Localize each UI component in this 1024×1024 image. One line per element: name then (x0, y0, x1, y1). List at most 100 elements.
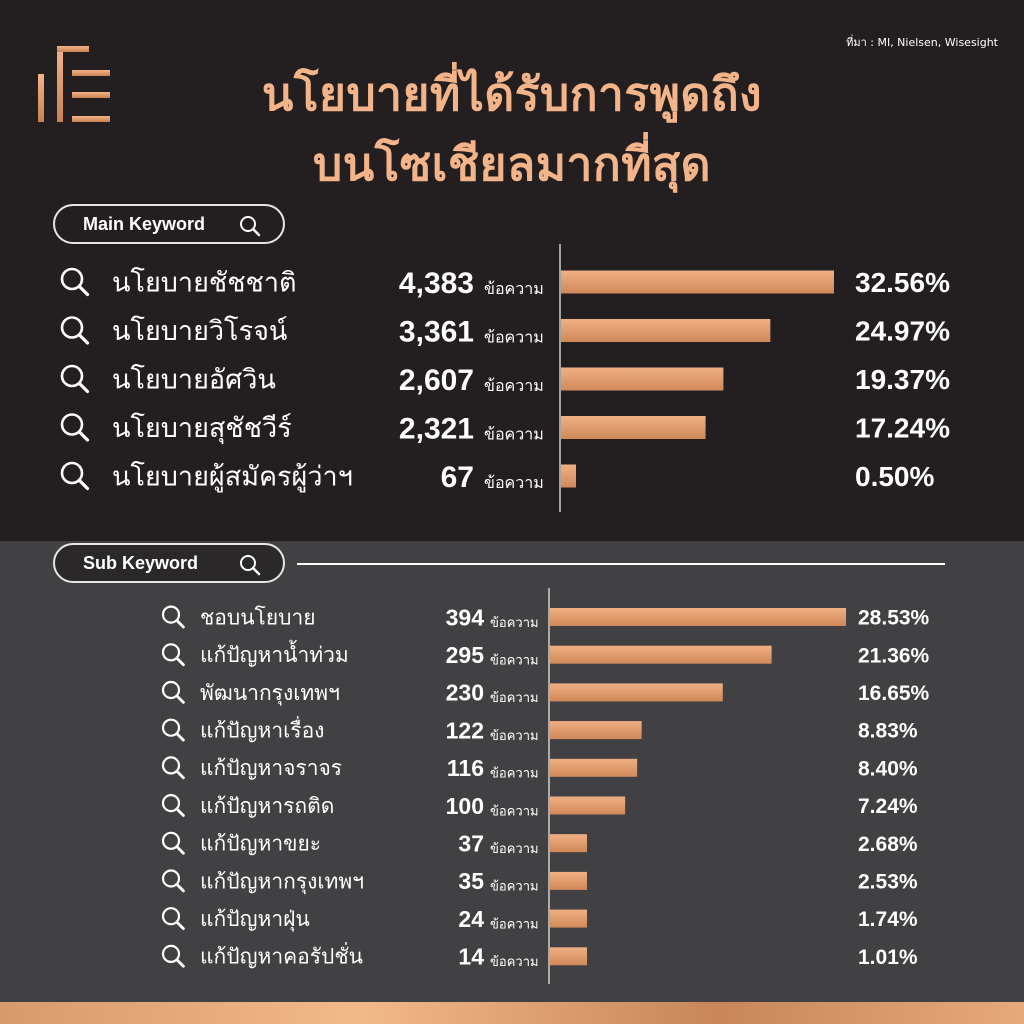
bar (550, 758, 638, 777)
unit-label: ข้อความ (490, 729, 539, 744)
row-search-icon (60, 267, 90, 297)
unit-label: ข้อความ (490, 616, 539, 631)
main-keyword-pill: Main Keyword (53, 204, 285, 244)
sub-keyword-pill: Sub Keyword (53, 543, 285, 583)
main-keyword-section (0, 0, 1024, 541)
bar (550, 909, 587, 928)
percent-label: 21.36% (858, 644, 930, 667)
sub-keyword-chart: ชอบนโยบาย 394 ข้อความ 28.53% แก้ปัญหาน้ำท่วม… (161, 588, 930, 984)
bar (550, 871, 587, 890)
percent-label: 1.01% (858, 946, 918, 969)
bar (550, 834, 587, 853)
category-label: นโยบายผู้สมัครผู้ว่าฯ (112, 461, 353, 492)
row-search-icon (161, 718, 185, 742)
sub-keyword-divider (297, 563, 945, 565)
row-search-icon (60, 413, 90, 442)
category-label: แก้ปัญหาคอรัปชั่น (200, 942, 363, 969)
unit-label: ข้อความ (484, 425, 544, 444)
count-label: 24 (458, 906, 484, 932)
bar (561, 367, 724, 391)
unit-label: ข้อความ (490, 880, 539, 895)
bottom-accent-strip (0, 1002, 1024, 1024)
percent-label: 8.83% (858, 720, 918, 743)
row-search-icon (161, 944, 185, 968)
category-label: นโยบายสุชัชวีร์ (112, 412, 292, 445)
percent-label: 7.24% (858, 795, 918, 818)
count-label: 37 (458, 830, 484, 856)
unit-label: ข้อความ (484, 473, 544, 492)
category-label: แก้ปัญหาน้ำท่วม (200, 640, 349, 667)
percent-label: 2.53% (858, 870, 918, 893)
count-label: 394 (446, 604, 485, 630)
percent-label: 24.97% (855, 316, 950, 347)
count-label: 14 (458, 944, 484, 970)
row-search-icon (161, 831, 185, 855)
count-label: 122 (446, 717, 484, 743)
category-label: นโยบายวิโรจน์ (112, 315, 288, 347)
category-label: แก้ปัญหาจราจร (200, 756, 342, 780)
unit-label: ข้อความ (490, 955, 539, 970)
percent-label: 17.24% (855, 413, 950, 444)
category-label: พัฒนากรุงเทพฯ (200, 681, 340, 706)
row-search-icon (60, 316, 90, 345)
count-label: 4,383 (399, 267, 474, 300)
row-search-icon (161, 907, 185, 930)
category-label: แก้ปัญหากรุงเทพฯ (200, 869, 364, 894)
count-label: 2,321 (399, 412, 474, 445)
unit-label: ข้อความ (490, 917, 539, 932)
count-label: 3,361 (399, 315, 474, 348)
row-search-icon (161, 643, 185, 667)
unit-label: ข้อความ (490, 804, 539, 819)
bar (550, 608, 846, 626)
page-title-line-2: บนโซเชียลมากที่สุด (313, 137, 711, 191)
row-search-icon (60, 461, 90, 491)
percent-label: 2.68% (858, 833, 918, 856)
percent-label: 19.37% (855, 364, 950, 395)
count-label: 116 (447, 755, 484, 781)
search-icon (240, 216, 261, 237)
row-search-icon (161, 605, 185, 629)
row-search-icon (161, 869, 185, 893)
count-label: 35 (458, 868, 484, 894)
bar (550, 947, 587, 966)
logo-icon (38, 46, 110, 122)
unit-label: ข้อความ (484, 328, 544, 347)
bar (561, 464, 576, 488)
unit-label: ข้อความ (490, 691, 539, 706)
unit-label: ข้อความ (490, 767, 539, 782)
search-icon (240, 555, 261, 576)
percent-label: 1.74% (858, 908, 918, 931)
unit-label: ข้อความ (490, 653, 539, 668)
main-keyword-chart: นโยบายชัชชาติ 4,383 ข้อความ 32.56% นโยบายวิโ… (60, 244, 950, 512)
page-title-line-1: นโยบายที่ได้รับการพูดถึง (261, 67, 763, 121)
unit-label: ข้อความ (484, 376, 544, 395)
percent-label: 16.65% (858, 682, 930, 705)
percent-label: 28.53% (858, 607, 930, 630)
unit-label: ข้อความ (490, 842, 539, 857)
row-search-icon (161, 756, 185, 780)
bar (561, 416, 706, 439)
count-label: 2,607 (399, 364, 474, 397)
category-label: แก้ปัญหาเรื่อง (200, 715, 324, 742)
category-label: แก้ปัญหาขยะ (200, 832, 321, 856)
count-label: 230 (446, 680, 484, 706)
category-label: แก้ปัญหาฝุ่น (200, 907, 310, 932)
category-label: นโยบายอัศวิน (112, 364, 276, 395)
bar (550, 721, 642, 740)
bar (550, 796, 626, 815)
source-note: ที่มา : MI, Nielsen, Wisesight (846, 36, 998, 49)
bar (561, 319, 771, 342)
row-search-icon (161, 793, 185, 817)
percent-label: 0.50% (855, 461, 934, 492)
bar (561, 270, 834, 294)
count-label: 100 (446, 793, 484, 819)
unit-label: ข้อความ (484, 279, 544, 298)
count-label: 295 (446, 642, 485, 668)
category-label: นโยบายชัชชาติ (112, 267, 297, 298)
percent-label: 8.40% (858, 757, 918, 780)
row-search-icon (161, 680, 185, 704)
bar (550, 683, 723, 702)
row-search-icon (60, 364, 90, 394)
main-keyword-label: Main Keyword (83, 213, 206, 234)
percent-label: 32.56% (855, 267, 950, 298)
